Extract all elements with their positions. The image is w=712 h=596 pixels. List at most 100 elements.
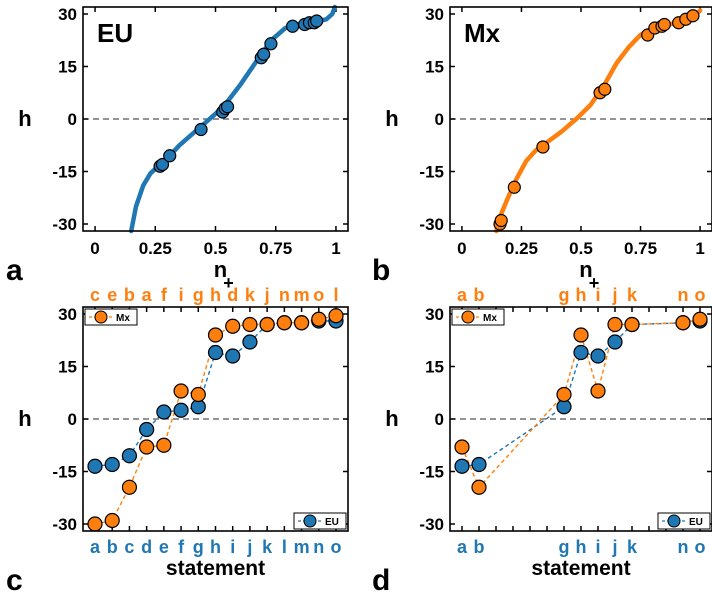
data-point-Mx bbox=[276, 315, 292, 331]
data-point-Mx bbox=[121, 479, 138, 495]
data-point-Mx bbox=[242, 316, 258, 333]
data-point-EU bbox=[207, 344, 224, 361]
x-tick-label-mx: b bbox=[474, 285, 485, 305]
y-tick-label: -15 bbox=[52, 463, 77, 482]
x-tick-label-eu: g bbox=[193, 537, 204, 557]
data-point bbox=[536, 140, 550, 154]
data-point-EU bbox=[139, 421, 155, 438]
y-tick-label: -30 bbox=[52, 215, 77, 234]
legend-label: EU bbox=[325, 517, 339, 528]
x-tick-label-eu: i bbox=[595, 537, 600, 557]
data-point-Mx bbox=[259, 316, 275, 333]
data-point-Mx bbox=[225, 318, 241, 334]
x-tick-label-eu: a bbox=[457, 537, 468, 557]
x-tick-label-eu: n bbox=[678, 537, 689, 557]
data-point-Mx bbox=[675, 315, 691, 331]
y-tick-label: -15 bbox=[52, 163, 77, 182]
x-tick-label-mx: o bbox=[695, 285, 706, 305]
data-point-Mx bbox=[328, 308, 344, 324]
y-tick-label: -15 bbox=[419, 463, 444, 482]
x-tick-label: 1 bbox=[695, 239, 704, 258]
x-tick-label: 0.5 bbox=[204, 239, 228, 258]
data-point bbox=[507, 180, 521, 194]
data-point bbox=[598, 82, 612, 96]
plot-frame bbox=[449, 306, 712, 532]
data-point-EU bbox=[104, 456, 120, 473]
x-tick-label-eu: j bbox=[611, 537, 617, 557]
y-tick-label: 30 bbox=[425, 305, 444, 324]
x-tick-label-mx: k bbox=[627, 285, 638, 305]
x-tick-label-mx: i bbox=[595, 285, 600, 305]
data-point-EU bbox=[173, 402, 189, 418]
data-point bbox=[686, 9, 700, 23]
legend-Mx: Mx bbox=[451, 308, 505, 326]
data-point bbox=[163, 149, 177, 163]
legend-marker bbox=[667, 514, 681, 528]
x-tick-label-mx: h bbox=[210, 285, 221, 305]
x-axis-label: statement bbox=[166, 557, 265, 580]
y-tick-label: 15 bbox=[425, 358, 444, 377]
x-tick-label-mx: n bbox=[279, 285, 290, 305]
x-tick-label-mx: l bbox=[333, 285, 338, 305]
x-tick-label-mx: g bbox=[193, 285, 204, 305]
data-point-EU bbox=[471, 456, 487, 473]
legend-marker bbox=[94, 310, 108, 324]
series-line-EU bbox=[94, 320, 336, 467]
y-tick-label: 15 bbox=[58, 358, 77, 377]
x-tick-label-mx: h bbox=[576, 285, 587, 305]
y-tick-label: 15 bbox=[58, 58, 77, 77]
x-tick-label-mx: a bbox=[457, 285, 468, 305]
y-tick-label: -30 bbox=[52, 515, 77, 534]
data-point-Mx bbox=[471, 479, 487, 495]
x-axis-label-subscript: + bbox=[589, 273, 600, 293]
data-point-EU bbox=[121, 448, 138, 464]
x-tick-label-eu: l bbox=[282, 537, 287, 557]
data-point-Mx bbox=[590, 383, 606, 399]
y-axis-label: h bbox=[18, 106, 31, 131]
y-tick-label: 0 bbox=[68, 110, 77, 129]
x-tick-label: 0.5 bbox=[569, 239, 593, 258]
y-axis-label: h bbox=[18, 406, 31, 431]
data-point-Mx bbox=[311, 311, 327, 327]
series-line-Mx bbox=[461, 318, 701, 489]
x-tick-label-mx: m bbox=[294, 285, 310, 305]
x-tick-label: 0.75 bbox=[259, 239, 292, 258]
legend-label: Mx bbox=[483, 313, 497, 324]
y-tick-label: 30 bbox=[58, 5, 77, 24]
x-tick-label-eu: n bbox=[313, 537, 324, 557]
data-point bbox=[657, 17, 671, 32]
panel-letter: c bbox=[6, 564, 23, 596]
y-tick-label: 30 bbox=[58, 305, 77, 324]
data-point-Mx bbox=[573, 327, 589, 343]
x-tick-label-eu: i bbox=[230, 537, 235, 557]
series-curve bbox=[494, 8, 703, 234]
x-tick-label-mx: n bbox=[678, 285, 689, 305]
plot-frame bbox=[82, 6, 349, 232]
data-point-Mx bbox=[87, 516, 103, 532]
x-tick-label-eu: k bbox=[262, 537, 273, 557]
x-tick-label-mx: e bbox=[107, 285, 117, 305]
panel-letter: a bbox=[6, 254, 23, 287]
panel-b: 30 15 0 -15 -30 h 0 0.25 0.5 0.75 1 n+ Mx b bbox=[372, 5, 712, 293]
data-point-EU bbox=[242, 334, 258, 350]
data-point-EU bbox=[225, 348, 241, 364]
series-line-EU bbox=[461, 320, 701, 467]
data-point-Mx bbox=[692, 311, 708, 327]
x-tick-label: 0 bbox=[90, 239, 99, 258]
data-point-Mx bbox=[607, 316, 623, 333]
x-tick-label-mx: j bbox=[264, 285, 270, 305]
data-point-Mx bbox=[139, 439, 155, 455]
x-tick-label: 0 bbox=[457, 239, 466, 258]
panel-title: Mx bbox=[464, 18, 501, 48]
x-tick-label-eu: j bbox=[246, 537, 252, 557]
data-point-Mx bbox=[104, 512, 120, 529]
data-point-EU bbox=[590, 348, 606, 364]
data-point bbox=[285, 19, 300, 33]
panel-a: 30 15 0 -15 -30 h 0 0.25 0.5 0.75 1 n+ EU a bbox=[6, 4, 349, 293]
x-tick-label-eu: o bbox=[331, 537, 342, 557]
x-tick-label-mx: i bbox=[179, 285, 184, 305]
x-tick-label: 0.75 bbox=[624, 239, 657, 258]
x-tick-label-eu: a bbox=[90, 537, 101, 557]
